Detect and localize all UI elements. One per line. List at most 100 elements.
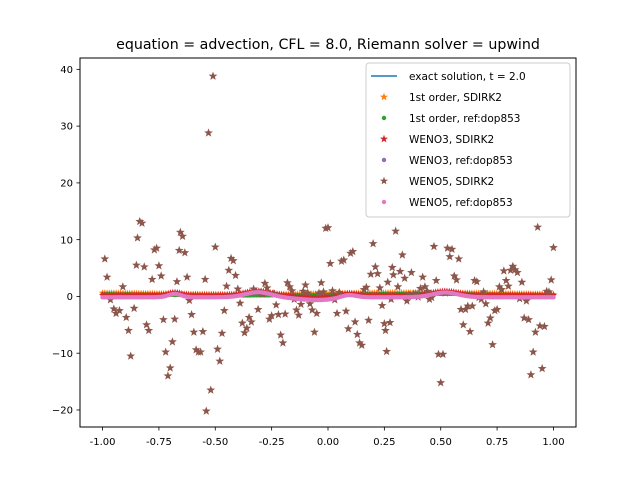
series-weno5-sdirk2-point (233, 284, 243, 293)
series-weno5-sdirk2-point (458, 320, 468, 329)
series-weno5-sdirk2-point (427, 292, 437, 302)
series-weno5-sdirk2-point (465, 327, 475, 336)
x-tick-label: -1.00 (90, 437, 116, 448)
series-weno5-sdirk2-point (312, 308, 322, 318)
series-weno3-sdirk2-point (160, 290, 168, 298)
series-weno5-sdirk2-point (400, 273, 410, 282)
series-weno5-sdirk2-point (456, 304, 466, 314)
series-weno5-sdirk2-point (454, 254, 464, 263)
series-weno5-sdirk2-point (121, 312, 131, 322)
series-weno3-sdirk2-point (232, 290, 240, 298)
y-tick-label: 10 (60, 235, 73, 246)
series-weno5-sdirk2-point (488, 340, 497, 349)
series-weno5-sdirk2-point (546, 275, 556, 284)
series-weno5-sdirk2-point (526, 370, 536, 379)
series-weno5-sdirk2-point (294, 310, 304, 319)
series-weno5-sdirk2-point (323, 223, 333, 232)
series-weno5-sdirk2-point (479, 287, 488, 296)
series-weno5-sdirk2-point (387, 262, 397, 272)
series-weno5-sdirk2-point (150, 245, 159, 254)
series-weno3-sdirk2-point (332, 292, 340, 299)
series-weno5-sdirk2-point (416, 283, 425, 293)
series-weno5-sdirk2-point (163, 371, 173, 380)
series-weno5-sdirk2-point (368, 239, 378, 248)
series-weno5-sdirk2-point (531, 327, 540, 336)
series-weno5-sdirk2-point (402, 296, 412, 305)
series-weno5-sdirk2-point (189, 327, 199, 336)
y-tick-label: 0 (67, 292, 73, 303)
series-weno5-sdirk2-point (310, 327, 319, 336)
series-weno5-sdirk2-point (467, 301, 477, 310)
series-weno5-sdirk2-point (102, 272, 112, 281)
series-weno5-sdirk2-point (510, 265, 520, 274)
series-weno5-sdirk2-point (242, 323, 252, 332)
series-weno5-sdirk2-point (168, 337, 177, 346)
series-weno5-sdirk2-point (431, 275, 441, 285)
series-weno5-dop853-point (551, 295, 556, 300)
series-weno5-sdirk2-point (434, 349, 443, 359)
series-weno5-sdirk2-point (147, 274, 157, 284)
series-weno5-sdirk2-point (513, 267, 522, 277)
series-weno3-sdirk2-point (330, 292, 338, 300)
series-weno5-sdirk2-point (215, 356, 225, 365)
series-weno5-sdirk2-point (228, 256, 238, 265)
legend-label: exact solution, t = 2.0 (409, 71, 526, 83)
series-weno5-sdirk2-point (111, 308, 121, 318)
legend-label: WENO5, ref:dop853 (409, 197, 513, 209)
series-weno5-sdirk2-point (298, 286, 308, 296)
series-weno5-sdirk2-point (200, 274, 210, 284)
series-weno5-sdirk2-point (196, 347, 205, 356)
series-weno5-sdirk2-point (124, 325, 133, 335)
series-weno5-sdirk2-point (370, 262, 380, 271)
series-weno5-sdirk2-point (260, 278, 270, 288)
series-weno5-sdirk2-point (436, 378, 446, 387)
series-weno5-sdirk2-point (361, 282, 371, 292)
series-weno5-sdirk2-point (343, 324, 353, 333)
series-weno5-sdirk2-point (303, 288, 313, 297)
y-tick-label: 30 (60, 122, 73, 133)
x-axis: -1.00 -0.75 -0.50 -0.25 0.00 0.25 0.50 0.75 1.00 (90, 427, 565, 448)
series-weno5-sdirk2-point (180, 248, 190, 257)
series-weno5-sdirk2-point (210, 242, 220, 251)
series-weno5-sdirk2-point (115, 306, 124, 315)
series-weno5-sdirk2-point (334, 287, 344, 297)
y-tick-label: −10 (52, 349, 73, 360)
legend-swatch (380, 176, 388, 185)
series-weno5-sdirk2-point (187, 310, 196, 319)
series-weno5-sdirk2-point (100, 254, 110, 263)
series-weno5-sdirk2-point (129, 303, 139, 313)
series-weno5-sdirk2-point (341, 306, 351, 315)
series-weno5-sdirk2-point (517, 277, 527, 286)
series-weno5-sdirk2-point (385, 317, 395, 327)
series-weno5-sdirk2-point (191, 345, 201, 354)
series-weno5-sdirk2-point (307, 305, 317, 314)
chart-title: equation = advection, CFL = 8.0, Riemann… (116, 37, 540, 53)
series-weno5-sdirk2-point (506, 265, 515, 275)
series-weno5-sdirk2-point (492, 304, 502, 314)
series-weno5-sdirk2-point (452, 275, 461, 284)
series-weno5-sdirk2-point (133, 233, 142, 242)
series-weno5-sdirk2-point (206, 385, 216, 394)
series-weno5-sdirk2-point (131, 260, 141, 269)
legend-label: 1st order, ref:dop853 (409, 113, 520, 125)
series-weno5-sdirk2-point (316, 278, 326, 287)
series-weno5-sdirk2-point (296, 299, 306, 309)
series-weno5-sdirk2-point (172, 277, 182, 286)
series-weno5-sdirk2-point (357, 340, 367, 349)
series-weno5-sdirk2-point (156, 271, 166, 280)
series-weno5-sdirk2-point (533, 222, 543, 231)
series-weno5-sdirk2-point (246, 317, 256, 326)
series-weno5-sdirk2-point (231, 270, 240, 280)
series-weno5-sdirk2-point (429, 241, 439, 251)
series-weno3-sdirk2-point (327, 292, 336, 300)
series-weno5-sdirk2-point (237, 318, 247, 327)
series-weno5-sdirk2-point (292, 305, 301, 314)
series-weno5-sdirk2-point (328, 286, 337, 295)
legend-swatch (381, 199, 387, 205)
series-weno5-sdirk2-point (235, 298, 245, 307)
series-weno5-sdirk2-point (485, 313, 495, 322)
x-tick-label: 0.00 (317, 437, 339, 448)
series-weno5-sdirk2-point (508, 261, 518, 271)
y-axis: 40 30 20 10 0 −10 −20 (52, 65, 80, 417)
series-weno5-sdirk2-point (447, 244, 457, 254)
